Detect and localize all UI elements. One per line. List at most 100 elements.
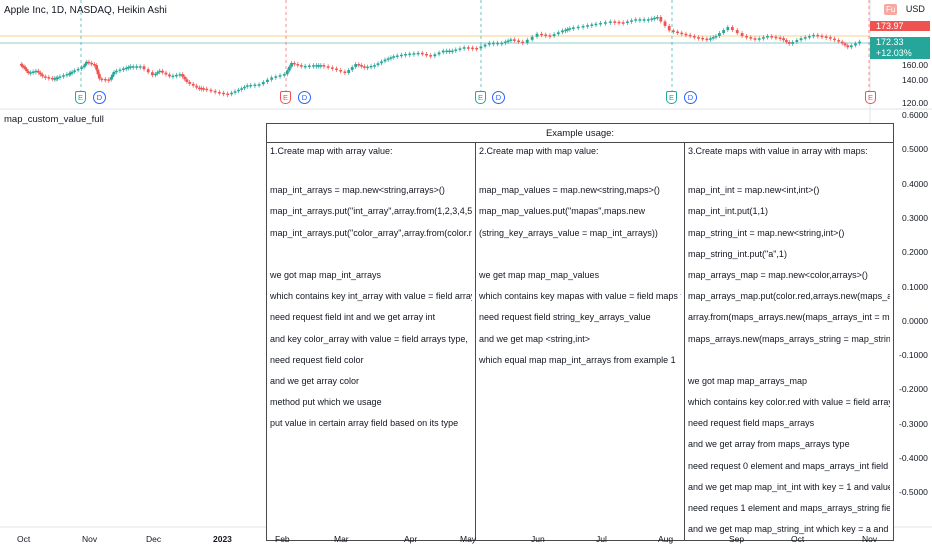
time-axis-label: Mar (334, 534, 349, 544)
candle-body (496, 42, 500, 45)
candle-body (500, 42, 504, 45)
table-line: need request 0 element and maps_arrays_i… (688, 460, 889, 471)
candle-body (603, 22, 607, 24)
indicator-axis-label: 0.6000 (902, 110, 928, 120)
candle-body (433, 54, 437, 57)
candle-body (56, 77, 59, 79)
table-line: which equal map map_int_arrays from exam… (479, 354, 676, 365)
symbol-title[interactable]: Apple Inc, 1D, NASDAQ, Heikin Ashi (4, 5, 167, 16)
candle-body (722, 30, 726, 34)
table-line: map_string_int.put("a",1) (688, 248, 787, 259)
earnings-badge[interactable]: E (865, 91, 876, 104)
candle-body (594, 23, 598, 26)
candle-body (70, 71, 74, 74)
candle-body (205, 88, 209, 91)
candle-body (369, 65, 373, 68)
candle-body (625, 21, 629, 23)
table-line: 1.Create map with array value: (270, 146, 393, 156)
candle-body (617, 21, 621, 24)
last-price-value: 173.97 (876, 21, 904, 31)
candle-body (84, 63, 87, 66)
candle-body (492, 42, 495, 45)
earnings-badge[interactable]: E (666, 91, 677, 104)
candle-body (525, 39, 529, 43)
indicator-title[interactable]: map_custom_value_full (4, 114, 104, 125)
dividend-badge[interactable]: D (298, 91, 311, 104)
candle-body (339, 70, 343, 72)
candle-body (25, 69, 29, 72)
time-axis-label: Oct (791, 534, 805, 544)
candle-body (100, 78, 104, 81)
time-axis-label: Feb (275, 534, 290, 544)
table-line: map_map_values.put("mapas",maps.new (479, 206, 645, 217)
candle-body (429, 55, 433, 57)
earnings-badge[interactable]: E (475, 91, 486, 104)
table-line (479, 159, 681, 180)
candle-body (87, 61, 91, 64)
candle-body (479, 46, 483, 49)
earnings-badge[interactable]: E (75, 91, 86, 104)
table-line (270, 244, 472, 265)
candle-body (441, 50, 445, 53)
candle-body (530, 36, 534, 40)
table-column-2: 2.Create map with map value: map_map_valu… (475, 141, 685, 542)
indicator-axis-label: -0.2000 (899, 384, 928, 395)
table-line: put value in certain array field based o… (270, 418, 459, 429)
candle-body (824, 36, 828, 38)
candle-body (118, 69, 122, 72)
candle-body (843, 43, 847, 46)
candle-body (412, 53, 416, 55)
candle-body (586, 25, 590, 27)
candle-body (697, 37, 700, 39)
currency-selector[interactable]: Fu USD (884, 4, 925, 15)
table-line (688, 350, 890, 371)
last-price-tag: 173.97 (870, 21, 930, 31)
candle-body (599, 22, 602, 25)
candle-body (278, 75, 282, 77)
candle-body (73, 70, 77, 72)
indicator-axis-label: 0.2000 (902, 247, 928, 258)
candle-body (454, 49, 458, 51)
candle-body (322, 65, 326, 67)
time-axis-label: 2023 (213, 534, 232, 544)
candle-body (131, 66, 135, 68)
candle-body (705, 38, 709, 41)
candle-body (175, 74, 178, 77)
candle-body (799, 38, 803, 41)
time-axis-label: Oct (17, 534, 31, 544)
candle-body (718, 33, 721, 37)
table-line (688, 159, 890, 180)
candle-body (266, 79, 269, 82)
candle-body (761, 37, 765, 39)
table-line: map_int_arrays.put("int_array",array.fro… (270, 206, 472, 217)
candle-body (659, 17, 663, 22)
candle-body (319, 65, 323, 67)
candle-body (642, 19, 646, 21)
candle-body (202, 88, 206, 90)
candle-body (509, 39, 513, 41)
candle-body (288, 66, 291, 71)
table-line: (string_key_arrays_value = map_int_array… (479, 227, 658, 238)
table-line: need request field int and we get array … (270, 312, 436, 323)
candle-body (85, 61, 89, 64)
candle-body (846, 45, 850, 48)
dividend-badge[interactable]: D (492, 91, 505, 104)
candle-body (745, 36, 749, 38)
candle-body (684, 33, 688, 36)
column-lines: 3.Create maps with value in array with m… (688, 143, 890, 540)
dividend-badge[interactable]: D (684, 91, 697, 104)
candle-body (680, 32, 684, 35)
candle-body (376, 63, 380, 66)
candle-body (96, 69, 100, 75)
candle-body (330, 67, 334, 69)
candle-body (240, 88, 244, 90)
candle-body (90, 62, 94, 65)
dividend-badge[interactable]: D (93, 91, 106, 104)
candle-body (253, 84, 257, 87)
candle-body (740, 33, 744, 37)
table-line: map_int_arrays = map.new<string,arrays>(… (270, 185, 445, 196)
table-line: method put which we usage (270, 397, 382, 408)
table-line: array.from(maps_arrays.new(maps_arrays_i… (688, 312, 890, 323)
earnings-badge[interactable]: E (280, 91, 291, 104)
